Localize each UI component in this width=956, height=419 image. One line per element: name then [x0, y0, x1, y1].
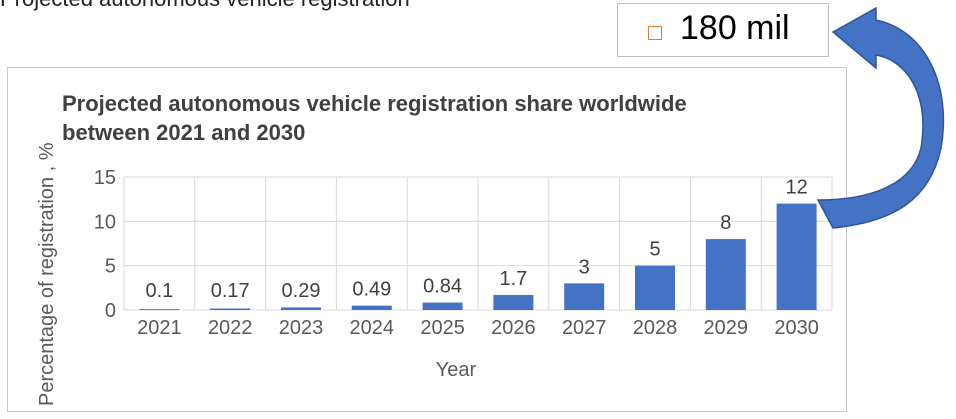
bar-2021	[139, 309, 180, 310]
x-tick-label-2027: 2027	[562, 317, 607, 339]
labels: 0 5 10 15 0.1 2021 0.17 2022 0.29 2023 0.49 2024 0.8…	[94, 167, 819, 339]
bar-2030	[776, 203, 817, 310]
y-tick-label: 15	[94, 167, 116, 189]
data-label-2021: 0.1	[145, 280, 173, 302]
data-label-2030: 12	[785, 177, 807, 199]
x-tick-label-2024: 2024	[350, 317, 395, 339]
bar-2024	[351, 305, 392, 310]
data-label-2024: 0.49	[352, 279, 391, 301]
x-tick-label-2021: 2021	[137, 317, 182, 339]
y-axis-label: Percentage of registration , %	[36, 142, 58, 406]
chart-title-line-2: between 2021 and 2030	[62, 120, 305, 145]
callout-text: 180 mil	[680, 9, 790, 47]
data-label-2023: 0.29	[282, 280, 321, 302]
square-marker-icon	[648, 26, 662, 40]
callout-box: 180 mil	[617, 3, 829, 57]
bar-2028	[635, 265, 675, 310]
bar-2029	[705, 239, 746, 310]
curved-arrow-shape	[816, 6, 945, 229]
x-tick-label-2023: 2023	[279, 317, 324, 339]
x-tick-label-2029: 2029	[704, 317, 749, 339]
x-tick-label-2028: 2028	[633, 317, 678, 339]
data-label-2029: 8	[720, 212, 731, 234]
chart-title-line-1: Projected autonomous vehicle registratio…	[62, 91, 687, 116]
top-caption-text: Projected autonomous vehicle registratio…	[0, 0, 410, 12]
bar-2023	[281, 307, 321, 310]
data-label-2025: 0.84	[423, 276, 462, 298]
y-tick-label: 5	[105, 256, 116, 278]
x-tick-label-2026: 2026	[491, 317, 536, 339]
bar-2026	[493, 294, 534, 310]
y-tick-label: 0	[105, 300, 116, 322]
bars	[139, 203, 817, 310]
x-tick-label-2022: 2022	[208, 317, 253, 339]
x-axis-label: Year	[436, 359, 477, 381]
x-tick-label-2025: 2025	[420, 317, 465, 339]
data-label-2028: 5	[649, 239, 660, 261]
bar-2025	[422, 302, 463, 310]
bar-2027	[564, 283, 605, 310]
x-tick-label-2030: 2030	[774, 317, 819, 339]
y-tick-label: 10	[94, 211, 116, 233]
data-label-2026: 1.7	[499, 268, 527, 290]
data-label-2027: 3	[579, 256, 590, 278]
bar-2022	[210, 308, 251, 310]
chart-frame	[7, 67, 847, 412]
data-label-2022: 0.17	[211, 280, 250, 302]
